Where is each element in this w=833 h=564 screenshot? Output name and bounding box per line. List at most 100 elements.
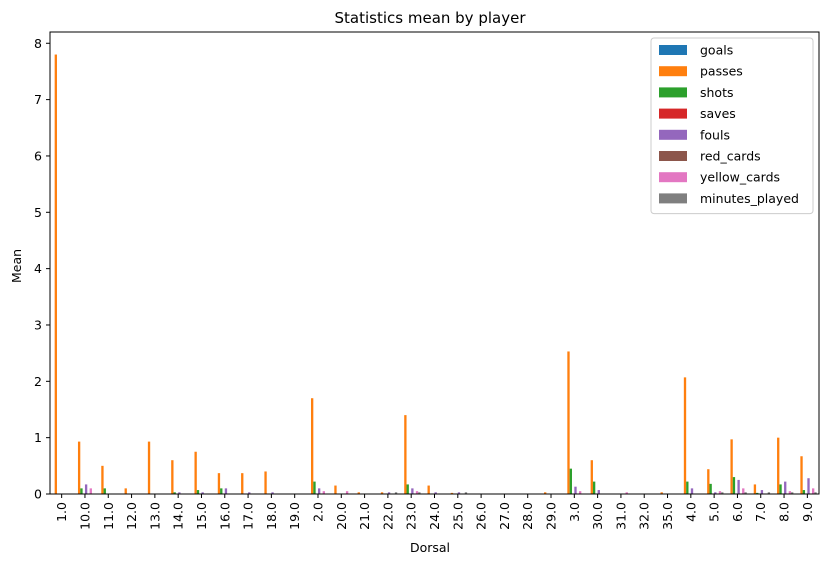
bar-passes-23.0 [404,415,407,494]
x-axis-label: Dorsal [410,540,450,555]
bar-passes-25.0 [450,492,454,494]
bar-minutes_played-25.0 [464,492,468,494]
bar-shots-23.0 [406,484,409,494]
bar-shots-2.0 [313,481,316,494]
y-tick-label: 0 [34,487,42,502]
bar-fouls-10.0 [84,484,88,494]
bar-passes-18.0 [264,471,267,494]
bar-passes-4.0 [683,377,687,494]
x-tick-label: 14.0 [171,502,186,530]
x-tick-label: 13.0 [147,502,162,530]
x-tick-label: 29.0 [544,502,559,530]
bar-passes-6.0 [730,439,733,494]
x-tick-label: 15.0 [194,502,209,530]
bar-shots-11.0 [103,488,106,494]
bar-shots-10.0 [80,488,83,494]
bar-minutes_played-23.0 [418,492,421,494]
x-tick-label: 20.0 [334,502,349,530]
bar-passes-7.0 [753,484,757,494]
bar-yellow_cards-20.0 [345,491,349,494]
bar-passes-17.0 [241,473,244,494]
bar-minutes_played-22.0 [394,492,398,494]
x-tick-label: 7.0 [753,502,768,522]
legend-swatch-fouls [659,129,687,140]
y-tick-label: 8 [34,36,42,51]
bar-fouls-3.0 [574,486,577,494]
legend-label-passes: passes [700,64,743,79]
x-tick-label: 28.0 [520,502,535,530]
bar-shots-30.0 [592,481,596,494]
x-tick-label: 3.0 [567,502,582,522]
legend-swatch-minutes_played [659,193,687,204]
bar-fouls-7.0 [760,490,764,494]
legend-swatch-passes [659,66,687,77]
legend-swatch-yellow_cards [659,172,687,183]
x-tick-label: 18.0 [264,502,279,530]
legend-label-red_cards: red_cards [700,149,761,164]
legend-label-saves: saves [700,106,736,121]
bar-shots-7.0 [756,492,759,494]
bar-fouls-6.0 [737,479,740,494]
x-tick-label: 30.0 [590,502,605,530]
x-tick-label: 24.0 [427,502,442,530]
bar-yellow_cards-31.0 [625,492,628,494]
bar-fouls-17.0 [248,492,251,494]
chart-title: Statistics mean by player [335,9,527,27]
bar-passes-22.0 [380,492,384,494]
bar-yellow_cards-3.0 [578,491,582,494]
legend-swatch-goals [659,45,687,55]
bar-minutes_played-7.0 [767,492,771,494]
bar-yellow_cards-10.0 [89,488,92,494]
legend-label-goals: goals [700,43,733,58]
y-tick-label: 4 [34,261,42,276]
x-tick-label: 21.0 [357,502,372,530]
legend-label-shots: shots [700,85,734,100]
bar-fouls-24.0 [434,492,437,494]
bar-minutes_played-8.0 [791,492,794,494]
legend-frame [650,37,814,215]
x-tick-label: 16.0 [217,502,232,530]
bar-shots-16.0 [220,488,223,494]
bar-passes-2.0 [310,398,314,494]
bar-passes-5.0 [707,469,710,494]
legend-label-yellow_cards: yellow_cards [700,170,780,185]
y-tick-label: 5 [34,205,42,220]
x-tick-label: 11.0 [101,502,116,530]
bar-passes-11.0 [101,465,104,494]
bar-shots-14.0 [173,492,176,494]
bar-fouls-8.0 [784,481,787,494]
bar-passes-35.0 [660,492,663,494]
bar-fouls-5.0 [714,492,717,494]
bar-passes-24.0 [427,485,430,494]
x-tick-label: 5.0 [707,502,722,522]
x-tick-label: 1.0 [54,502,69,522]
legend-label-minutes_played: minutes_played [700,191,799,206]
x-tick-label: 27.0 [497,502,512,530]
bar-yellow_cards-5.0 [718,491,722,494]
bar-shots-6.0 [732,477,736,494]
y-axis-label: Mean [9,249,24,283]
bar-fouls-9.0 [807,478,810,494]
y-tick-label: 3 [34,317,42,332]
x-tick-label: 19.0 [287,502,302,530]
x-tick-label: 26.0 [474,502,489,530]
bar-passes-12.0 [124,488,127,494]
x-tick-label: 12.0 [124,502,139,530]
bar-minutes_played-6.0 [744,492,747,494]
bar-minutes_played-9.0 [814,492,817,494]
x-tick-label: 10.0 [77,502,92,530]
bar-yellow_cards-2.0 [322,491,325,494]
legend-swatch-red_cards [659,151,687,161]
bar-passes-14.0 [171,460,174,494]
x-axis-ticks: 1.0 10.0 11.0 12.0 13.0 14.0 15.0 16.0 17.0 18.0 1… [54,494,815,530]
bar-yellow_cards-8.0 [788,491,792,494]
bar-fouls-14.0 [178,492,181,494]
bar-passes-29.0 [544,492,547,494]
bar-fouls-18.0 [271,492,274,494]
x-tick-label: 8.0 [777,502,792,522]
bar-passes-21.0 [357,492,360,494]
bar-fouls-15.0 [201,492,204,494]
bar-fouls-4.0 [690,488,694,494]
bar-group [54,54,817,494]
y-tick-label: 2 [34,374,42,389]
